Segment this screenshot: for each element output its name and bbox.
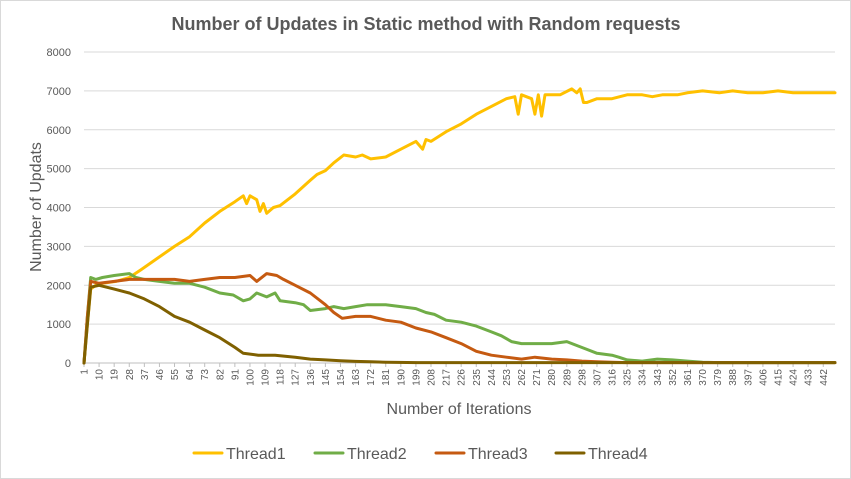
x-tick-label: 145	[321, 369, 332, 386]
gridlines	[84, 51, 835, 364]
x-tick-label: 289	[562, 369, 573, 386]
x-tick-label: 19	[110, 369, 121, 381]
x-axis-ticks: 1 10 19 28 37 46 55 64 73 82 91 100 109 118 127 136 145 1…	[80, 363, 830, 386]
x-tick-label: 181	[381, 369, 392, 386]
x-tick-label: 82	[215, 369, 226, 381]
x-tick-label: 325	[623, 369, 634, 386]
y-tick-label: 7000	[47, 86, 71, 98]
x-tick-label: 433	[804, 369, 815, 386]
legend-item-thread3: Thread3	[434, 446, 528, 463]
y-tick-label: 4000	[47, 203, 71, 215]
x-tick-label: 163	[351, 369, 362, 386]
legend-item-thread1: Thread1	[192, 446, 286, 463]
x-tick-label: 370	[698, 369, 709, 386]
x-tick-label: 136	[306, 369, 317, 386]
legend-label: Thread4	[588, 446, 648, 463]
series-line-thread3	[82, 272, 837, 365]
x-tick-label: 73	[200, 369, 211, 381]
x-tick-label: 37	[140, 369, 151, 381]
x-tick-label: 91	[230, 369, 241, 381]
x-tick-label: 352	[668, 369, 679, 386]
y-tick-label: 1000	[47, 319, 71, 331]
x-tick-label: 100	[245, 369, 256, 386]
x-tick-label: 271	[532, 369, 543, 386]
x-tick-label: 28	[125, 369, 136, 381]
y-tick-label: 3000	[47, 241, 71, 253]
y-axis-title: Number of Updats	[28, 142, 45, 272]
x-tick-label: 226	[457, 369, 468, 386]
series-line-thread2	[82, 272, 837, 365]
x-tick-label: 154	[336, 369, 347, 386]
x-tick-label: 253	[502, 369, 513, 386]
x-tick-label: 46	[155, 369, 166, 381]
x-tick-label: 55	[170, 369, 181, 381]
x-tick-label: 442	[819, 369, 830, 386]
legend-label: Thread3	[468, 446, 528, 463]
x-tick-label: 118	[276, 369, 287, 385]
x-tick-label: 235	[472, 369, 483, 386]
x-tick-label: 280	[547, 369, 558, 386]
x-tick-label: 361	[683, 369, 694, 386]
x-tick-label: 109	[261, 369, 272, 386]
x-tick-label: 10	[95, 369, 106, 381]
x-tick-label: 424	[789, 369, 800, 386]
series-lines	[82, 87, 837, 365]
x-tick-label: 190	[396, 369, 407, 386]
y-tick-label: 8000	[47, 47, 71, 59]
y-tick-label: 0	[65, 358, 71, 370]
x-tick-label: 415	[774, 369, 785, 386]
y-tick-label: 2000	[47, 280, 71, 292]
x-tick-label: 244	[487, 369, 498, 386]
x-tick-label: 199	[411, 369, 422, 386]
x-tick-label: 262	[517, 369, 528, 386]
series-line-thread1	[82, 87, 837, 365]
series-line-thread4	[82, 283, 837, 365]
legend-item-thread4: Thread4	[554, 446, 648, 463]
x-tick-label: 172	[366, 369, 377, 386]
y-tick-label: 5000	[47, 164, 71, 176]
x-tick-label: 217	[442, 369, 453, 386]
x-tick-label: 127	[291, 369, 302, 386]
x-tick-label: 64	[185, 369, 196, 381]
x-tick-label: 307	[592, 369, 603, 386]
legend-label: Thread2	[347, 446, 407, 463]
x-tick-label: 1	[80, 369, 91, 375]
legend: Thread1 Thread2 Thread3 Thread4	[192, 446, 648, 463]
x-tick-label: 397	[743, 369, 754, 386]
x-tick-label: 208	[427, 369, 438, 386]
x-tick-label: 406	[758, 369, 769, 386]
x-tick-label: 388	[728, 369, 739, 386]
y-axis-ticks: 0 1000 2000 3000 4000 5000 6000 7000 8000	[47, 47, 71, 370]
chart-title: Number of Updates in Static method with …	[171, 14, 680, 34]
x-tick-label: 316	[608, 369, 619, 386]
x-tick-label: 334	[638, 369, 649, 386]
legend-item-thread2: Thread2	[313, 446, 407, 463]
x-tick-label: 298	[577, 369, 588, 386]
x-tick-label: 379	[713, 369, 724, 386]
x-tick-label: 343	[653, 369, 664, 386]
y-tick-label: 6000	[47, 125, 71, 137]
x-axis-title: Number of Iterations	[387, 401, 532, 418]
legend-label: Thread1	[226, 446, 286, 463]
